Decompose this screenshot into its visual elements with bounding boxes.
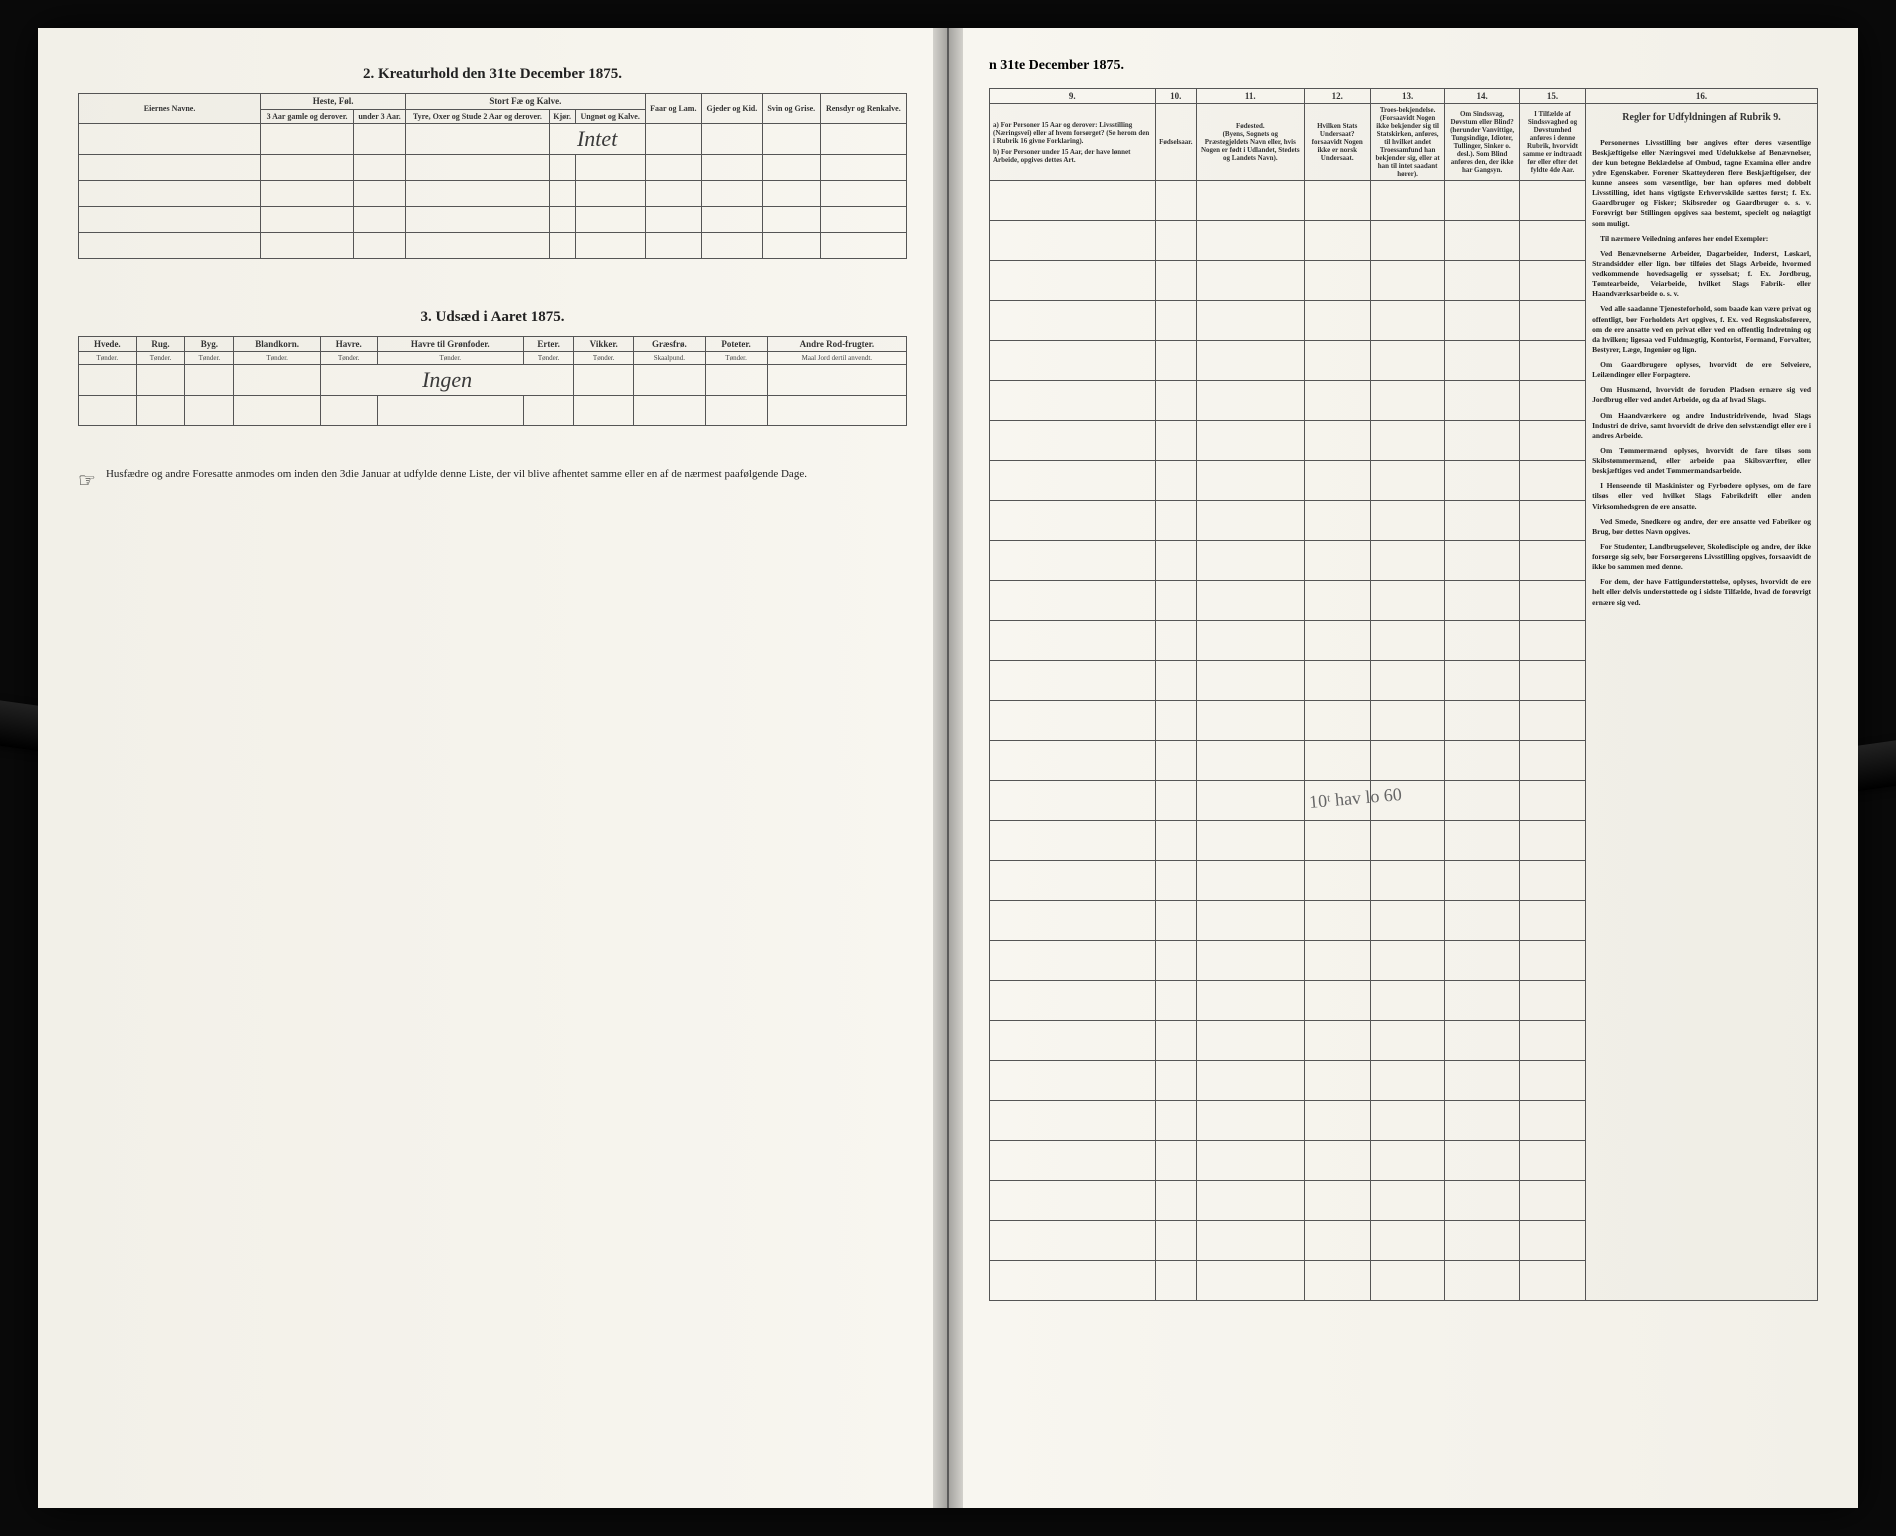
c-poteter: Poteter. <box>705 337 767 352</box>
handwritten-intet: Intet <box>577 126 617 151</box>
table-row <box>79 155 907 181</box>
census-ledger: 2. Kreaturhold den 31te December 1875. E… <box>38 28 1858 1508</box>
table-row <box>79 396 907 426</box>
h9: a) For Personer 15 Aar og derover: Livss… <box>990 104 1156 181</box>
col-cattle-c: Ungnøt og Kalve. <box>575 109 645 124</box>
footnote: ☞ Husfædre og andre Foresatte anmodes om… <box>78 466 907 496</box>
c-havre: Havre. <box>321 337 378 352</box>
table-row <box>79 233 907 259</box>
col-goat: Gjeder og Kid. <box>701 94 762 124</box>
coln-9: 9. <box>990 89 1156 104</box>
col-reindeer: Rensdyr og Renkalve. <box>820 94 906 124</box>
grp-cattle: Stort Fæ og Kalve. <box>406 94 646 110</box>
c-bland: Blandkorn. <box>234 337 321 352</box>
col-horse-b: under 3 Aar. <box>353 109 405 124</box>
handwritten-ingen: Ingen <box>422 367 472 392</box>
coln-11: 11. <box>1196 89 1304 104</box>
rules-text: Personernes Livsstilling bør angives eft… <box>1586 132 1817 619</box>
sowing-table: Hvede. Rug. Byg. Blandkorn. Havre. Havre… <box>78 336 907 426</box>
unit-row: Tønder. Tønder. Tønder. Tønder. Tønder. … <box>79 352 907 365</box>
h16-rules: Regler for Udfyldningen af Rubrik 9. Per… <box>1586 104 1818 1301</box>
c-vikker: Vikker. <box>574 337 634 352</box>
c-gras: Græsfrø. <box>634 337 705 352</box>
col-cattle-a: Tyre, Oxer og Stude 2 Aar og derover. <box>406 109 549 124</box>
coln-12: 12. <box>1304 89 1370 104</box>
person-table: 9. 10. 11. 12. 13. 14. 15. 16. a) For Pe… <box>989 88 1818 1301</box>
c-hvede: Hvede. <box>79 337 137 352</box>
coln-15: 15. <box>1519 89 1585 104</box>
grp-horses: Heste, Føl. <box>261 94 406 110</box>
c-andre: Andre Rod-frugter. <box>767 337 906 352</box>
col-owner: Eiernes Navne. <box>79 94 261 124</box>
table-row: Ingen <box>79 365 907 396</box>
c-havreg: Havre til Grønfoder. <box>377 337 523 352</box>
right-page-header: n 31te December 1875. <box>989 58 1818 78</box>
recto-page: n 31te December 1875. 9. 10. 11. 12. 13.… <box>949 28 1858 1508</box>
h10: Fødselsaar. <box>1155 104 1196 181</box>
verso-page: 2. Kreaturhold den 31te December 1875. E… <box>38 28 949 1508</box>
pointer-icon: ☞ <box>78 466 96 496</box>
table-row <box>79 207 907 233</box>
h14: Om Sindssvag, Døvstum eller Blind? (heru… <box>1445 104 1520 181</box>
col-horse-a: 3 Aar gamle og derover. <box>261 109 354 124</box>
coln-14: 14. <box>1445 89 1520 104</box>
table-row <box>79 181 907 207</box>
h11: Fødested. (Byens, Sognets og Præstegjeld… <box>1196 104 1304 181</box>
section2-title: 2. Kreaturhold den 31te December 1875. <box>78 66 907 83</box>
c-rug: Rug. <box>136 337 185 352</box>
col-cattle-b: Kjør. <box>549 109 575 124</box>
col-pig: Svin og Grise. <box>762 94 820 124</box>
footnote-text: Husfædre og andre Foresatte anmodes om i… <box>106 466 807 496</box>
col-sheep: Faar og Lam. <box>645 94 701 124</box>
h15: I Tilfælde af Sindssvaghed og Døvstumhed… <box>1519 104 1585 181</box>
c-byg: Byg. <box>185 337 234 352</box>
h13: Troes-bekjendelse. (Forsaavidt Nogen ikk… <box>1370 104 1445 181</box>
coln-10: 10. <box>1155 89 1196 104</box>
coln-16: 16. <box>1586 89 1818 104</box>
livestock-table: Eiernes Navne. Heste, Føl. Stort Fæ og K… <box>78 93 907 259</box>
section3-title: 3. Udsæd i Aaret 1875. <box>78 309 907 326</box>
table-row: Intet <box>79 124 907 155</box>
h12: Hvilken Stats Undersaat? forsaavidt Noge… <box>1304 104 1370 181</box>
c-erter: Erter. <box>524 337 574 352</box>
coln-13: 13. <box>1370 89 1445 104</box>
